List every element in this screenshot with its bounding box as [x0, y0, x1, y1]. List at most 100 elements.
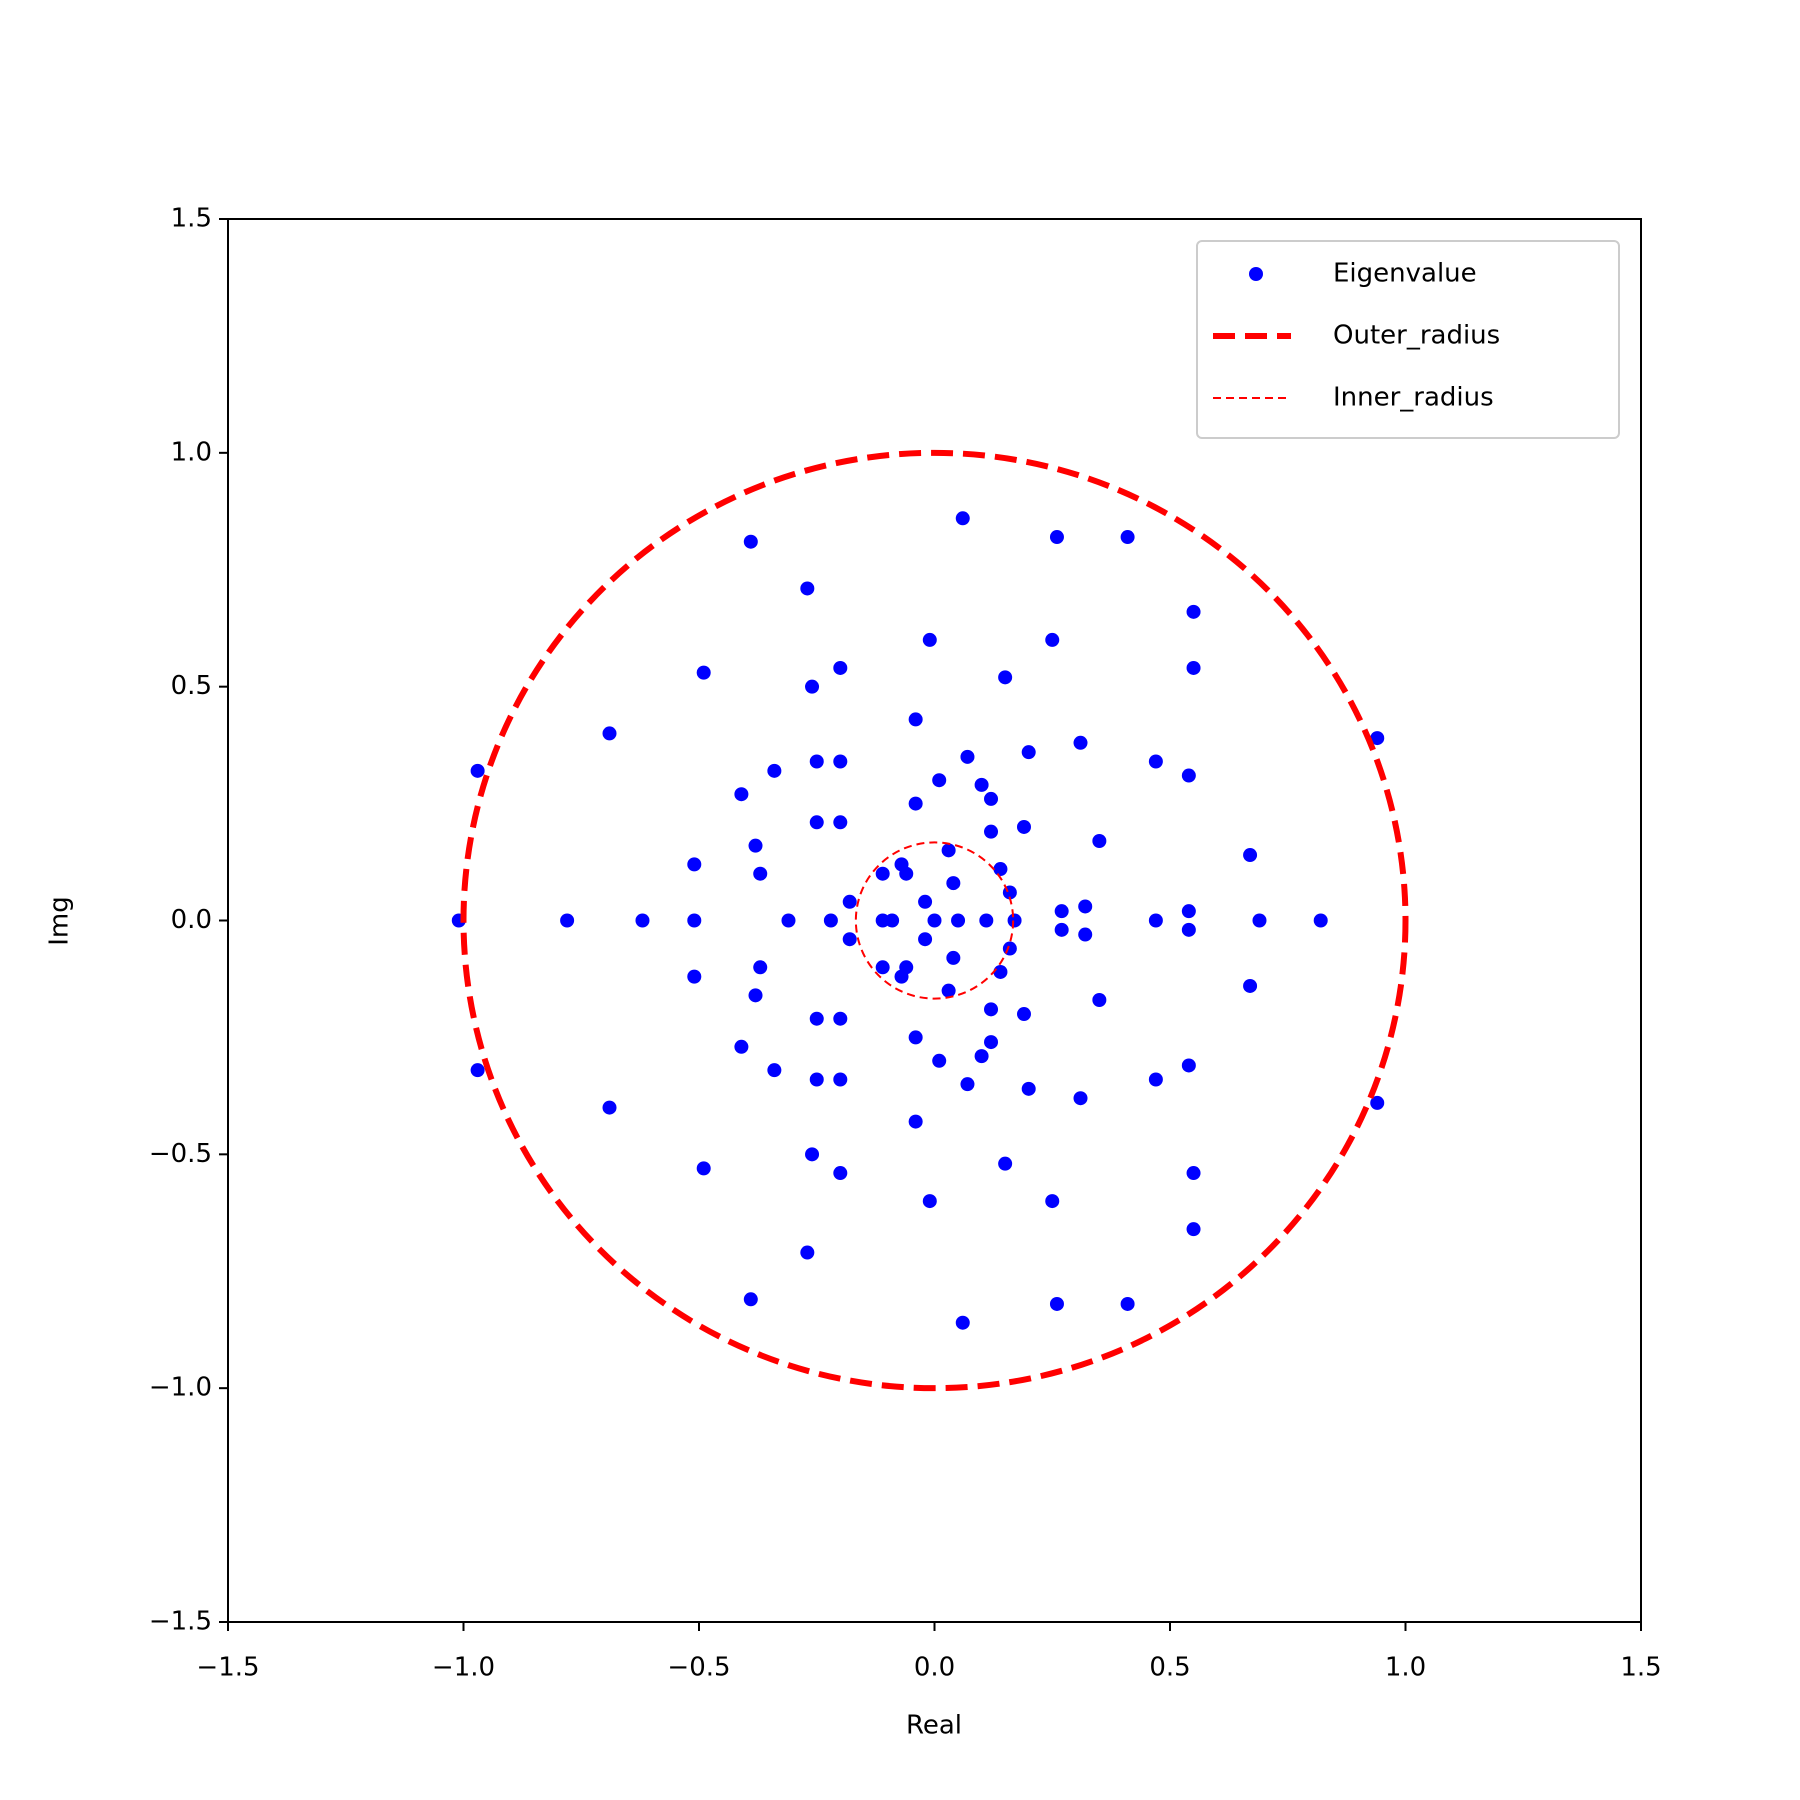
eigenvalue-point: [1016, 819, 1031, 834]
x-axis-label: Real: [906, 1711, 962, 1741]
eigenvalue-point: [984, 1035, 999, 1050]
eigenvalue-point: [1092, 833, 1107, 848]
eigenvalue-point: [1054, 922, 1069, 937]
y-axis-label: Img: [45, 896, 75, 946]
eigenvalue-point: [696, 665, 711, 680]
eigenvalue-point: [1313, 913, 1328, 928]
eigenvalue-point: [1148, 1072, 1163, 1087]
eigenvalue-point: [918, 932, 933, 947]
eigenvalue-point: [1021, 1081, 1036, 1096]
eigenvalue-point: [932, 1053, 947, 1068]
eigenvalue-point: [687, 913, 702, 928]
eigenvalue-point: [1073, 1091, 1088, 1106]
eigenvalue-point: [602, 1100, 617, 1115]
eigenvalue-point: [687, 857, 702, 872]
eigenvalue-point: [800, 1245, 815, 1260]
eigenvalue-point: [875, 960, 890, 975]
eigenvalue-point: [1370, 1095, 1385, 1110]
eigenvalue-point: [1092, 993, 1107, 1008]
eigenvalue-point: [1021, 745, 1036, 760]
eigenvalue-point: [748, 838, 763, 853]
eigenvalue-point: [922, 632, 937, 647]
x-tick-label: 0.0: [914, 1653, 955, 1683]
eigenvalue-point: [470, 1063, 485, 1078]
eigenvalue-point: [734, 1039, 749, 1054]
eigenvalue-point: [1078, 927, 1093, 942]
eigenvalue-point: [955, 511, 970, 526]
x-tick-label: −0.5: [667, 1653, 730, 1683]
legend-marker: [1249, 267, 1263, 281]
eigenvalue-point: [885, 913, 900, 928]
eigenvalue-point: [842, 894, 857, 909]
eigenvalue-point: [946, 950, 961, 965]
eigenvalue-point: [974, 1049, 989, 1064]
eigenvalue-point: [833, 1011, 848, 1026]
eigenvalue-point: [1186, 660, 1201, 675]
eigenvalue-point: [1002, 941, 1017, 956]
y-tick-label: 1.5: [171, 204, 212, 234]
eigenvalue-point: [560, 913, 575, 928]
eigenvalue-point: [1120, 1296, 1135, 1311]
eigenvalue-point: [1049, 1296, 1064, 1311]
eigenvalue-point: [922, 1194, 937, 1209]
eigenvalue-point: [781, 913, 796, 928]
eigenvalue-point: [823, 913, 838, 928]
eigenvalue-point: [1252, 913, 1267, 928]
eigenvalue-point: [687, 969, 702, 984]
x-tick-label: 0.5: [1149, 1653, 1190, 1683]
eigenvalue-point: [470, 763, 485, 778]
eigenvalue-point: [833, 1166, 848, 1181]
eigenvalue-point: [1370, 731, 1385, 746]
eigenvalue-point: [955, 1315, 970, 1330]
eigenvalue-point: [767, 763, 782, 778]
eigenvalue-point: [941, 983, 956, 998]
radius-circle: [460, 449, 1409, 1392]
eigenvalue-point: [998, 1156, 1013, 1171]
eigenvalue-point: [1186, 1222, 1201, 1237]
eigenvalue-point: [833, 754, 848, 769]
eigenvalue-point: [1186, 1166, 1201, 1181]
eigenvalue-point: [833, 660, 848, 675]
y-tick-label: 0.0: [171, 905, 212, 935]
eigenvalue-point: [1181, 768, 1196, 783]
eigenvalue-point: [1120, 530, 1135, 545]
eigenvalue-point: [941, 843, 956, 858]
eigenvalue-point: [743, 1292, 758, 1307]
eigenvalue-point: [809, 1011, 824, 1026]
eigenvalue-point: [805, 679, 820, 694]
eigenvalue-point: [927, 913, 942, 928]
x-tick-label: 1.0: [1385, 1653, 1426, 1683]
eigenvalue-point: [1045, 632, 1060, 647]
eigenvalue-point: [1045, 1194, 1060, 1209]
eigenvalue-point: [1148, 913, 1163, 928]
x-tick-label: −1.0: [432, 1653, 495, 1683]
eigenvalue-point: [1181, 922, 1196, 937]
eigenvalue-point: [809, 754, 824, 769]
y-tick-label: −0.5: [149, 1139, 212, 1169]
eigenvalue-point: [899, 866, 914, 881]
y-tick-label: −1.5: [149, 1607, 212, 1637]
eigenvalue-point: [984, 1002, 999, 1017]
eigenvalue-point: [960, 1077, 975, 1092]
eigenvalue-point: [734, 787, 749, 802]
y-tick-label: 0.5: [171, 671, 212, 701]
eigenvalue-point: [809, 1072, 824, 1087]
eigenvalue-point: [908, 712, 923, 727]
eigenvalue-point: [743, 534, 758, 549]
eigenvalue-point: [932, 773, 947, 788]
eigenvalue-point: [899, 960, 914, 975]
eigenvalue-point: [998, 670, 1013, 685]
eigenvalue-point: [767, 1063, 782, 1078]
eigenvalue-point: [1054, 904, 1069, 919]
eigenvalue-point: [1243, 978, 1258, 993]
eigenvalue-point: [805, 1147, 820, 1162]
eigenvalue-point: [833, 1072, 848, 1087]
eigenvalue-point: [984, 824, 999, 839]
eigenvalue-point: [1007, 913, 1022, 928]
eigenvalue-point: [974, 777, 989, 792]
radius-circle: [854, 841, 1015, 1000]
legend-box: [1196, 240, 1620, 439]
eigenvalue-point: [946, 876, 961, 891]
y-tick-label: −1.0: [149, 1373, 212, 1403]
